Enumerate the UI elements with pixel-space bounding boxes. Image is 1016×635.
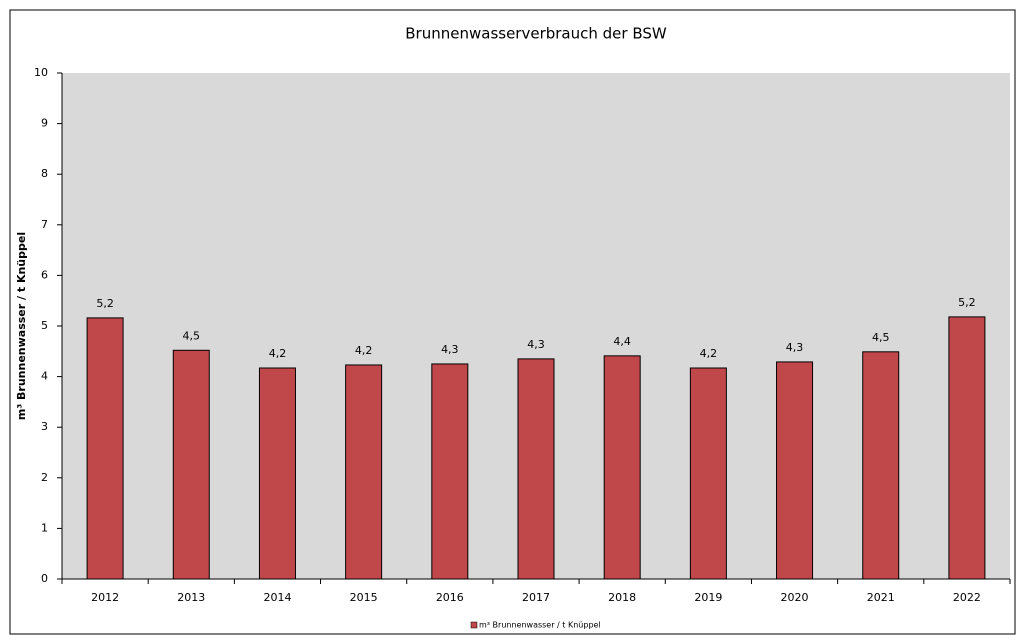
data-label: 5,2: [96, 297, 114, 310]
x-tick-label: 2017: [522, 591, 550, 604]
x-tick-label: 2015: [350, 591, 378, 604]
bar: [345, 364, 383, 580]
data-label: 4,3: [786, 341, 804, 354]
bar: [86, 317, 124, 580]
y-tick-label: 6: [41, 268, 48, 281]
data-label: 4,3: [527, 338, 545, 351]
y-tick-label: 7: [41, 218, 48, 231]
data-label: 4,4: [613, 335, 631, 348]
y-tick-label: 3: [41, 420, 48, 433]
bar: [948, 316, 986, 580]
data-label: 4,5: [183, 329, 201, 342]
x-tick-label: 2019: [694, 591, 722, 604]
data-label: 4,5: [872, 331, 890, 344]
y-axis-label: m³ Brunnenwasser / t Knüppel: [15, 232, 28, 420]
y-tick-label: 10: [34, 66, 48, 79]
data-label: 4,2: [700, 347, 718, 360]
bar: [776, 361, 814, 580]
bar: [689, 367, 727, 580]
x-tick-label: 2013: [177, 591, 205, 604]
x-tick-label: 2021: [867, 591, 895, 604]
bar: [603, 355, 641, 580]
y-tick-label: 1: [41, 521, 48, 534]
bar: [258, 367, 296, 580]
x-tick-label: 2012: [91, 591, 119, 604]
y-tick-label: 8: [41, 167, 48, 180]
chart-title: Brunnenwasserverbrauch der BSW: [405, 25, 667, 43]
bar: [431, 363, 469, 580]
x-tick-label: 2014: [263, 591, 291, 604]
data-label: 4,2: [355, 344, 373, 357]
legend-swatch: [470, 621, 478, 629]
data-label: 5,2: [958, 296, 976, 309]
bar: [517, 358, 555, 580]
y-tick-label: 0: [41, 572, 48, 585]
bar: [172, 349, 210, 580]
y-tick-label: 5: [41, 319, 48, 332]
y-tick-label: 2: [41, 471, 48, 484]
bar: [862, 351, 900, 580]
y-tick-label: 4: [41, 370, 48, 383]
x-tick-label: 2018: [608, 591, 636, 604]
x-tick-label: 2022: [953, 591, 981, 604]
y-tick-label: 9: [41, 117, 48, 130]
x-tick-label: 2020: [781, 591, 809, 604]
data-label: 4,2: [269, 347, 287, 360]
x-tick-label: 2016: [436, 591, 464, 604]
legend-label: m³ Brunnenwasser / t Knüppel: [479, 621, 601, 630]
data-label: 4,3: [441, 343, 459, 356]
